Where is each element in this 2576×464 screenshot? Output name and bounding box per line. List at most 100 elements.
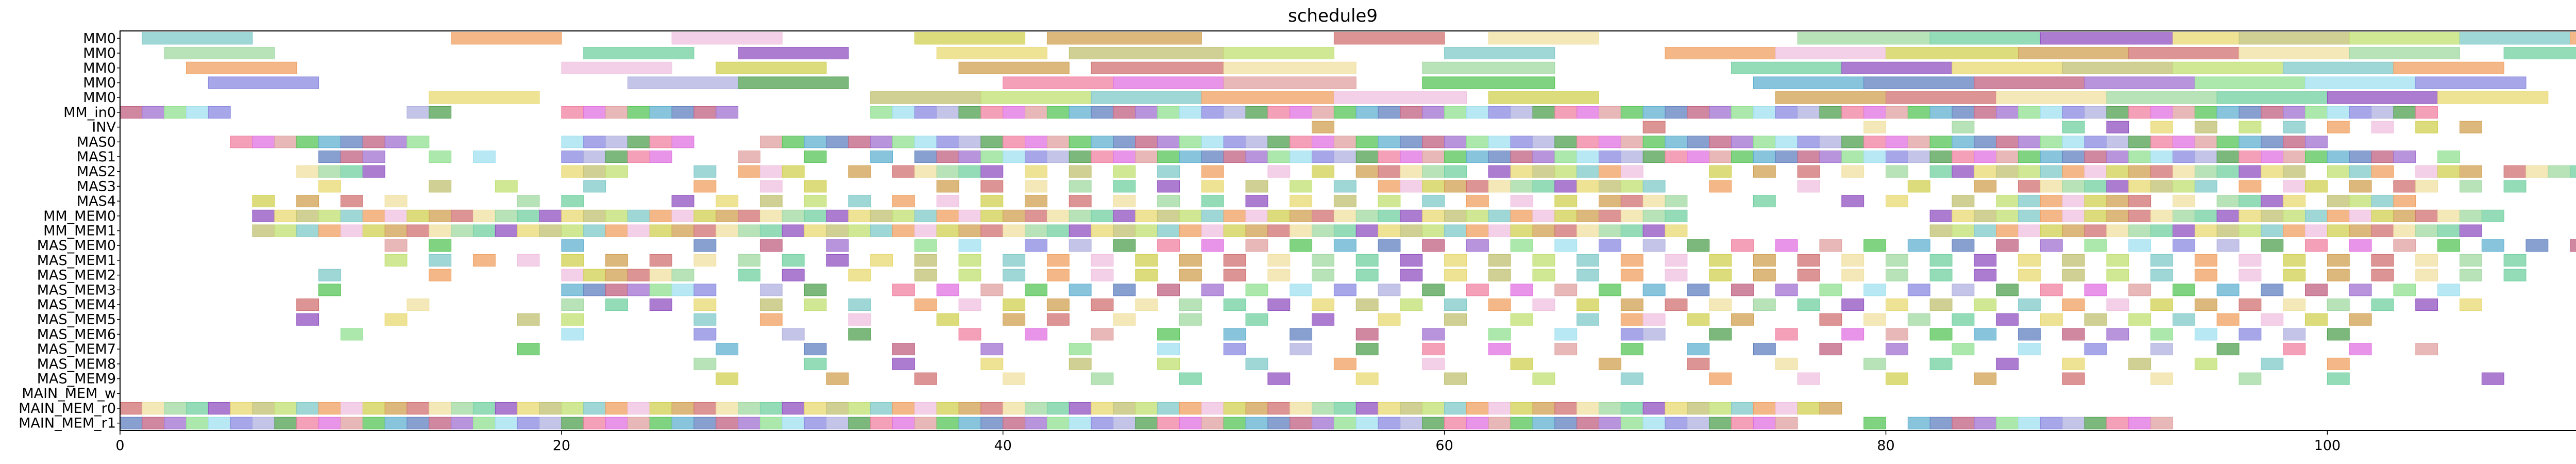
task-bar <box>1378 284 1401 296</box>
task-bar <box>1179 269 1202 281</box>
task-bar <box>2106 224 2129 237</box>
task-bar <box>2327 209 2350 222</box>
task-bar <box>2150 254 2173 267</box>
task-bar <box>1378 417 1401 429</box>
task-bar <box>1819 284 1842 296</box>
task-bar <box>1599 284 1621 296</box>
y-tick-label: MM_MEM0 <box>43 208 116 224</box>
task-bar <box>1974 136 1997 148</box>
task-bar <box>1841 151 1865 163</box>
y-tick-label: MAS_MEM5 <box>37 312 116 328</box>
task-bar <box>870 91 981 104</box>
task-bar <box>1620 195 1643 208</box>
task-bar <box>1510 195 1533 208</box>
task-bar <box>1223 343 1246 356</box>
task-bar <box>1290 284 1313 296</box>
task-bar <box>1223 254 1246 267</box>
task-bar <box>826 254 849 267</box>
task-bar <box>186 417 209 429</box>
task-bar <box>1952 209 1975 222</box>
task-bar <box>2128 357 2151 370</box>
task-bar <box>1577 180 1600 193</box>
task-bar <box>2128 106 2151 119</box>
task-bar <box>2327 328 2350 341</box>
task-bar <box>1488 269 1511 281</box>
task-bar <box>716 61 827 74</box>
task-bar <box>1510 180 1533 193</box>
task-bar <box>362 165 385 178</box>
task-bar <box>1113 402 1136 415</box>
task-bar <box>2481 239 2504 252</box>
task-bar <box>208 106 231 119</box>
task-bar <box>1444 313 1467 326</box>
task-bar <box>1046 313 1070 326</box>
task-bar <box>274 402 297 415</box>
task-bar <box>2415 209 2438 222</box>
task-bar <box>693 106 717 119</box>
task-bar <box>2327 195 2350 208</box>
task-bar <box>1069 136 1092 148</box>
task-bar <box>561 417 584 429</box>
task-bar <box>804 209 827 222</box>
task-bar <box>1929 151 1953 163</box>
task-bar <box>738 417 760 429</box>
task-bar <box>2106 328 2129 341</box>
task-bar <box>2084 165 2107 178</box>
task-bar <box>2261 151 2284 163</box>
task-bar <box>1929 136 1953 148</box>
task-bar <box>1046 402 1070 415</box>
task-bar <box>1775 328 1798 341</box>
task-bar <box>517 313 540 326</box>
task-bar <box>384 254 408 267</box>
task-bar <box>340 328 363 341</box>
task-bar <box>1466 151 1489 163</box>
task-bar <box>2040 165 2063 178</box>
y-tick-label: MAS0 <box>77 134 116 150</box>
task-bar <box>362 136 385 148</box>
task-bar <box>583 269 606 281</box>
task-bar <box>384 136 408 148</box>
task-bar <box>296 299 319 311</box>
task-bar <box>1620 106 1643 119</box>
task-bar <box>2503 254 2527 267</box>
task-bar <box>914 151 937 163</box>
task-bar <box>1642 195 1666 208</box>
task-bar <box>671 417 694 429</box>
task-bar <box>980 284 1004 296</box>
task-bar <box>693 328 717 341</box>
task-bar <box>1333 402 1357 415</box>
task-bar <box>1554 136 1578 148</box>
task-bar <box>759 239 783 252</box>
task-bar <box>671 402 694 415</box>
task-bar <box>2084 180 2107 193</box>
task-bar <box>1003 76 1114 89</box>
task-bar <box>693 402 717 415</box>
task-bar <box>1069 224 1092 237</box>
task-bar <box>1267 254 1291 267</box>
task-bar <box>1599 195 1621 208</box>
task-bar <box>2283 165 2306 178</box>
task-bar <box>848 313 871 326</box>
task-bar <box>958 328 981 341</box>
task-bar <box>936 284 959 296</box>
task-bar <box>1510 224 1533 237</box>
task-bar <box>2062 195 2085 208</box>
task-bar <box>1069 195 1092 208</box>
task-bar <box>1974 224 1997 237</box>
task-bar <box>980 357 1004 370</box>
task-bar <box>2393 209 2416 222</box>
task-bar <box>362 402 385 415</box>
task-bar <box>1532 151 1555 163</box>
task-bar <box>1907 313 1930 326</box>
y-tick-label: MAS4 <box>77 193 116 209</box>
task-bar <box>1929 299 1953 311</box>
task-bar <box>914 106 937 119</box>
task-bar <box>1753 136 1776 148</box>
task-bar <box>1422 343 1445 356</box>
y-tick-label: MAS1 <box>77 149 116 165</box>
task-bar <box>1245 151 1268 163</box>
task-bar <box>561 195 584 208</box>
task-bar <box>451 32 562 45</box>
task-bar <box>1996 91 2107 104</box>
task-bar <box>870 209 893 222</box>
